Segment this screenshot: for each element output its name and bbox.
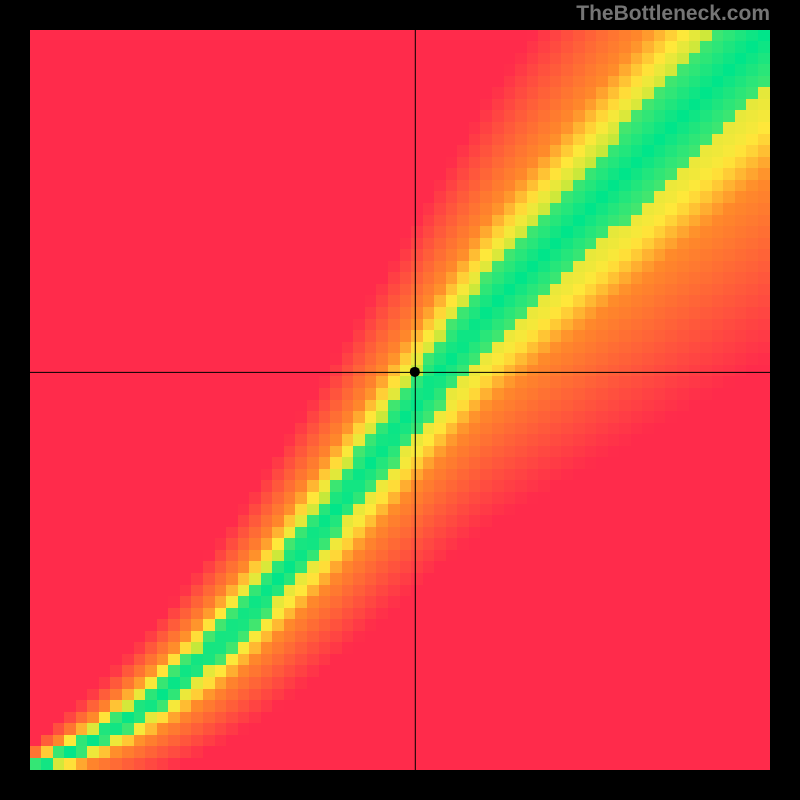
bottleneck-heatmap bbox=[30, 30, 770, 770]
watermark-text: TheBottleneck.com bbox=[576, 2, 770, 26]
